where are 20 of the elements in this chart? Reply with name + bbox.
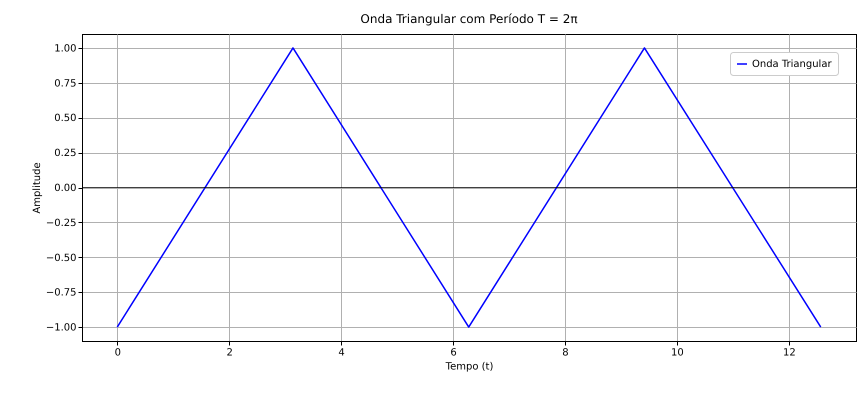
y-tick-label: 0.00 xyxy=(54,183,76,194)
y-tick-label: 0.25 xyxy=(54,148,76,160)
x-tick-label: 0 xyxy=(114,348,121,358)
y-tick-label: 1.00 xyxy=(54,43,76,54)
x-tick-label: 10 xyxy=(671,348,684,358)
y-tick-label: −0.75 xyxy=(46,288,76,299)
x-tick-label: 12 xyxy=(782,348,796,358)
x-tick-label: 8 xyxy=(562,348,569,358)
y-tick-label: 0.50 xyxy=(54,113,76,124)
x-axis-title: Tempo (t) xyxy=(444,362,494,372)
y-tick-label: −0.50 xyxy=(46,252,76,264)
x-tick-label: 2 xyxy=(226,348,233,358)
x-tick-label: 6 xyxy=(450,348,457,358)
y-tick-label: 0.75 xyxy=(54,78,76,90)
y-tick-label: −1.00 xyxy=(46,322,76,334)
x-tick-label: 4 xyxy=(338,348,345,358)
legend-label: Onda Triangular xyxy=(752,59,832,70)
chart-title: Onda Triangular com Período T = 2π xyxy=(360,12,578,26)
y-axis-title: Amplitude xyxy=(32,162,43,214)
y-tick-label: −0.25 xyxy=(46,218,76,229)
